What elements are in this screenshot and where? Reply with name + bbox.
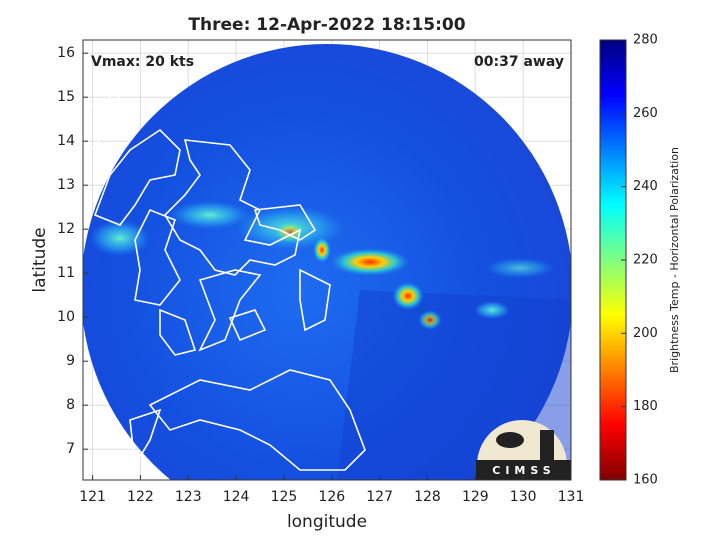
x-tick-label: 123	[175, 489, 202, 505]
x-tick-label: 126	[318, 489, 345, 505]
x-axis-label: longitude	[287, 512, 367, 532]
x-tick-label: 128	[414, 489, 441, 505]
x-tick-label: 121	[79, 489, 106, 505]
annotation: Vmax: 20 kts	[91, 54, 194, 70]
y-tick-label: 12	[57, 221, 75, 237]
imagery: CIMSS	[83, 44, 571, 480]
y-tick-label: 16	[57, 45, 75, 61]
logo: CIMSS	[476, 420, 571, 480]
y-tick-label: 8	[66, 397, 75, 413]
y-tick-label: 7	[66, 441, 75, 457]
x-tick-label: 125	[271, 489, 298, 505]
plot-frame	[82, 39, 572, 481]
colorbar-tick-label: 280	[633, 33, 658, 48]
chart-title: Three: 12-Apr-2022 18:15:00	[188, 15, 465, 35]
x-tick-label: 124	[223, 489, 250, 505]
y-axis-label: latitude	[30, 227, 50, 292]
y-tick-label: 13	[57, 177, 75, 193]
logo-text: CIMSS	[492, 464, 555, 477]
y-tick-label: 9	[66, 353, 75, 369]
colorbar-label: Brightness Temp - Horizontal Polarizatio…	[668, 147, 681, 373]
colorbar-tick-label: 180	[633, 399, 658, 414]
colorbar-tick-label: 160	[633, 473, 658, 488]
y-tick-label: 15	[57, 89, 75, 105]
coastline	[83, 88, 366, 471]
y-tick-label: 11	[57, 265, 75, 281]
x-tick-label: 131	[558, 489, 585, 505]
annotation: 00:37 away	[474, 54, 564, 70]
y-tick-label: 14	[57, 133, 75, 149]
colorbar-tick-label: 200	[633, 326, 658, 341]
colorbar-tick-label: 260	[633, 106, 658, 121]
colorbar-tick-label: 240	[633, 179, 658, 194]
y-tick-label: 10	[57, 309, 75, 325]
colorbar-tick-label: 220	[633, 253, 658, 268]
x-tick-label: 130	[510, 489, 537, 505]
x-tick-label: 122	[127, 489, 154, 505]
x-tick-label: 129	[462, 489, 489, 505]
x-tick-label: 127	[366, 489, 393, 505]
